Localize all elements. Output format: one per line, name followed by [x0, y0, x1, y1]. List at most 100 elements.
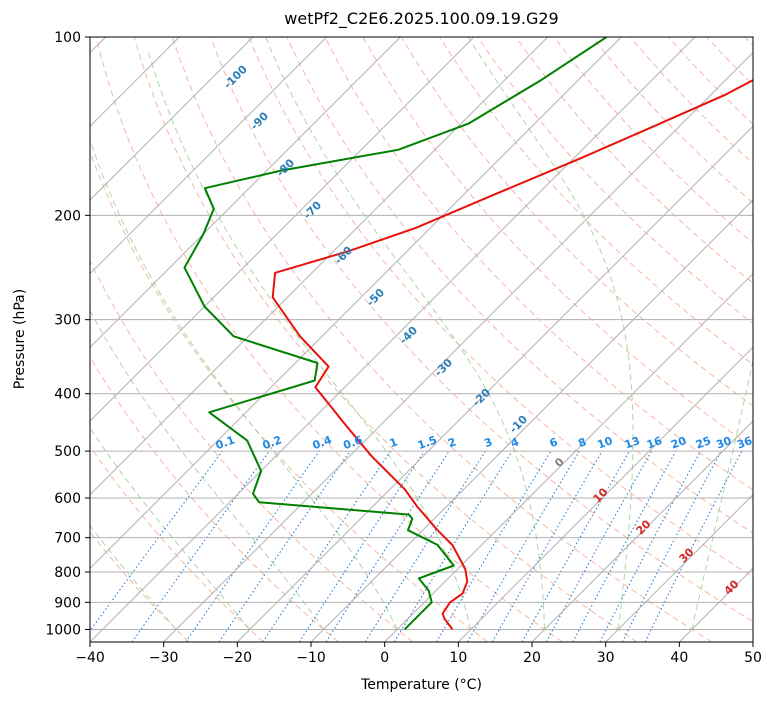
x-tick-label: −30: [149, 650, 179, 666]
dry-adiabat-line: [553, 37, 753, 244]
y-tick-label: 500: [54, 444, 81, 460]
mixing-ratio-label: 36: [735, 434, 754, 452]
y-tick-label: 400: [54, 387, 81, 403]
dry-adiabat-label: -50: [364, 286, 387, 309]
mixing-ratio-label: 1: [388, 435, 400, 450]
mixing-ratio-label: 4: [509, 435, 521, 450]
dry-adiabat-line: [706, 37, 753, 86]
dry-adiabat-label: -40: [397, 324, 420, 347]
mixing-ratio-line: [131, 450, 270, 642]
mixing-ratio-label: 0.4: [311, 433, 334, 452]
x-tick-label: 40: [670, 650, 688, 666]
y-axis-label: Pressure (hPa): [12, 288, 28, 390]
x-tick-label: 10: [449, 650, 467, 666]
mixing-ratio-label: 20: [669, 434, 688, 452]
isotherm-line: [531, 420, 753, 642]
isotherm-line: [90, 37, 254, 201]
dry-adiabat-line: [324, 37, 753, 491]
isotherm-line: [90, 37, 475, 422]
dry-adiabat-label: -60: [332, 244, 355, 267]
moist-adiabat-line: [90, 309, 324, 630]
x-tick-label: 0: [380, 650, 389, 666]
moist-adiabat-label: 40: [722, 577, 742, 597]
y-tick-label: 800: [54, 565, 81, 581]
x-tick-label: −20: [223, 650, 253, 666]
dry-adiabat-line: [248, 37, 753, 578]
isotherm-line: [384, 272, 753, 642]
mixing-ratio-label: 6: [548, 435, 560, 450]
mixing-ratio-label: 3: [482, 435, 494, 450]
moist-adiabat-line: [147, 49, 472, 630]
mixing-ratio-line: [90, 450, 223, 632]
mixing-ratio-line: [644, 450, 743, 642]
isotherm-line: [605, 493, 753, 642]
moist-adiabat-line: [691, 358, 753, 630]
plot-frame: [89, 36, 754, 643]
mixing-ratio-label: 1.5: [416, 433, 439, 452]
dry-adiabat-line: [286, 37, 753, 534]
dewpoint-profile-line: [183, 37, 608, 631]
mixing-ratio-label: 0.2: [261, 433, 284, 452]
dry-adiabat-label: -100: [221, 63, 250, 92]
mixing-ratio-line: [262, 450, 392, 642]
isotherm-line: [90, 37, 328, 275]
dry-adiabat-line: [133, 37, 638, 642]
moist-adiabat-line: [90, 427, 251, 630]
x-tick-label: −40: [75, 650, 105, 666]
y-tick-label: 1000: [45, 622, 81, 638]
dry-adiabat-label: -70: [301, 198, 324, 221]
mixing-ratio-line: [325, 450, 450, 642]
y-tick-label: 300: [54, 313, 81, 329]
dry-adiabat-line: [210, 37, 753, 623]
temperature-profile-line: [271, 79, 753, 631]
y-tick-label: 900: [54, 595, 81, 611]
mixing-ratio-label: 2: [446, 435, 458, 450]
mixing-ratio-line: [572, 450, 677, 642]
mixing-ratio-label: 10: [596, 434, 615, 452]
mixing-ratio-label: 25: [694, 434, 713, 451]
y-tick-label: 700: [54, 531, 81, 547]
dry-adiabat-line: [515, 37, 753, 284]
dry-adiabat-line: [744, 37, 753, 47]
dry-adiabat-line: [90, 531, 190, 642]
isotherm-line: [678, 567, 753, 642]
dry-adiabat-line: [90, 259, 414, 642]
moist-adiabat-label: 10: [591, 485, 611, 505]
mixing-ratio-label: 30: [714, 434, 733, 452]
chart-title: wetPf2_C2E6.2025.100.09.19.G29: [284, 9, 559, 28]
moist-adiabat-line: [265, 37, 546, 630]
isotherm-line: [310, 199, 753, 642]
mixing-ratio-line: [218, 450, 351, 642]
moist-adiabat-line: [90, 138, 398, 630]
isotherm-line: [752, 641, 753, 642]
x-tick-label: 20: [523, 650, 541, 666]
dry-adiabat-line: [90, 356, 339, 642]
x-tick-label: −10: [296, 650, 326, 666]
isotherm-line: [163, 51, 753, 642]
dry-adiabat-line: [171, 37, 712, 642]
dry-adiabat-line: [90, 445, 264, 642]
plot-area: [90, 37, 753, 642]
isotherm-line: [457, 346, 753, 642]
isotherm-line: [90, 37, 401, 349]
isotherm-line: [236, 125, 753, 642]
y-tick-label: 600: [54, 491, 81, 507]
mixing-ratio-label: 0.1: [214, 433, 237, 452]
mixing-ratio-label: 16: [645, 434, 664, 452]
mixing-ratio-label: 0.6: [342, 433, 365, 452]
isotherm-line: [90, 37, 696, 642]
x-axis-label: Temperature (°C): [361, 677, 482, 693]
moist-adiabat-label: 30: [677, 545, 697, 565]
isotherm-line: [90, 37, 622, 570]
mixing-ratio-line: [185, 450, 320, 642]
moist-adiabat-line: [467, 37, 634, 630]
y-tick-label: 100: [54, 30, 81, 46]
dry-adiabat-line: [90, 150, 488, 642]
dry-adiabat-line: [95, 37, 563, 642]
moist-adiabat-label: 20: [634, 517, 654, 537]
mixing-ratio-line: [545, 450, 653, 642]
x-tick-label: 50: [744, 650, 762, 666]
mixing-ratio-line: [364, 450, 486, 642]
mixing-ratio-label: 13: [623, 434, 642, 451]
